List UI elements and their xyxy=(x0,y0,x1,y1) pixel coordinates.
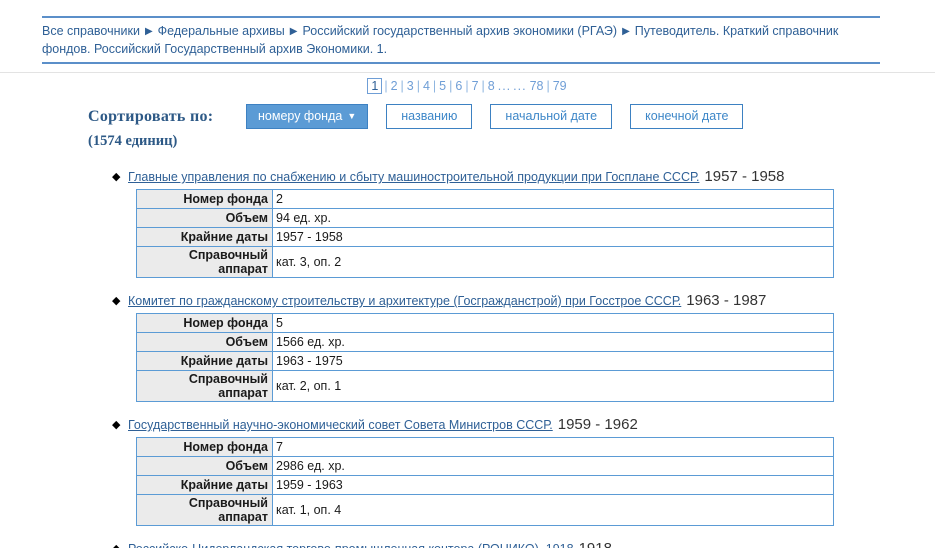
table-row: Объем 1566 ед. хр. xyxy=(136,332,834,352)
sort-button-end-date[interactable]: конечной дате xyxy=(630,104,744,129)
label-volume: Объем xyxy=(136,456,273,476)
fund-date-range: 1959 - 1962 xyxy=(557,416,638,433)
table-row: Крайние даты 1963 - 1975 xyxy=(136,351,834,371)
pagination-ellipsis: ... xyxy=(497,79,512,93)
label-finding-aid: Справочный аппарат xyxy=(136,494,273,526)
pagination-separator: | xyxy=(416,79,420,93)
pagination-separator: | xyxy=(481,79,485,93)
pagination-separator: | xyxy=(432,79,437,93)
pagination-page-1[interactable]: 1 xyxy=(367,78,383,94)
label-extreme-dates: Крайние даты xyxy=(136,351,273,371)
triangle-right-icon: ▶ xyxy=(622,26,630,37)
table-row: Справочный аппарат кат. 1, оп. 4 xyxy=(136,494,834,526)
label-fund-number: Номер фонда xyxy=(136,189,273,209)
fund-details-table: Номер фонда 5 Объем 1566 ед. хр. Крайние… xyxy=(136,313,834,402)
list-item: ◆ Комитет по гражданскому строительству … xyxy=(0,292,935,402)
pagination-separator: | xyxy=(465,79,469,93)
pagination-separator: | xyxy=(384,79,388,93)
breadcrumb-line: Все справочники ▶ Федеральные архивы ▶ Росси… xyxy=(42,23,880,58)
sort-button-start-date[interactable]: начальной дате xyxy=(490,104,613,129)
pagination-ellipsis-2: ... xyxy=(513,79,527,93)
fund-title-link[interactable]: Российско-Нидерландская торгово-промышле… xyxy=(128,542,574,548)
pagination: 1 | 2 | 3 | 4 | 5 | 6 | 7 | 8...... 78 | 79 xyxy=(0,78,935,94)
list-item: ◆ Главные управления по снабжению и сбыт… xyxy=(0,168,935,278)
breadcrumb-item-current: Путеводитель. Краткий справочник фондов.… xyxy=(42,24,839,56)
record-count-label: (1574 единиц) xyxy=(88,133,178,149)
pagination-page-78[interactable]: 78 xyxy=(529,79,544,93)
label-extreme-dates: Крайние даты xyxy=(136,227,273,247)
table-row: Номер фонда 5 xyxy=(136,313,834,333)
fund-title-link[interactable]: Комитет по гражданскому строительству и … xyxy=(128,294,682,308)
pagination-page-3[interactable]: 3 xyxy=(406,79,414,93)
table-row: Справочный аппарат кат. 2, оп. 1 xyxy=(136,370,834,402)
value-finding-aid: кат. 1, оп. 4 xyxy=(272,494,834,526)
list-item: ◆ Российско-Нидерландская торгово-промыш… xyxy=(0,540,935,548)
label-fund-number: Номер фонда xyxy=(136,313,273,333)
table-row: Крайние даты 1959 - 1963 xyxy=(136,475,834,495)
fund-title-link[interactable]: Государственный научно-экономический сов… xyxy=(128,418,553,432)
sort-button-name[interactable]: названию xyxy=(386,104,473,129)
pagination-page-2[interactable]: 2 xyxy=(390,79,398,93)
header-divider xyxy=(0,72,935,73)
table-row: Объем 94 ед. хр. xyxy=(136,208,834,228)
pagination-separator: | xyxy=(400,79,404,93)
breadcrumb: Все справочники ▶ Федеральные архивы ▶ Росси… xyxy=(42,16,880,64)
breadcrumb-item-2[interactable]: Российский государственный архив экономи… xyxy=(302,24,618,38)
chevron-down-icon: ▼ xyxy=(347,111,357,121)
breadcrumb-item-1[interactable]: Федеральные архивы xyxy=(157,24,285,38)
fund-date-range: 1918 xyxy=(579,540,612,548)
breadcrumb-item-0[interactable]: Все справочники xyxy=(42,24,140,38)
sort-button-fund-number-label: номеру фонда xyxy=(258,109,343,123)
value-finding-aid: кат. 3, оп. 2 xyxy=(272,246,834,278)
pagination-page-7[interactable]: 7 xyxy=(471,79,479,93)
value-finding-aid: кат. 2, оп. 1 xyxy=(272,370,834,402)
label-fund-number: Номер фонда xyxy=(136,437,273,457)
fund-date-range: 1963 - 1987 xyxy=(686,292,767,309)
value-fund-number: 7 xyxy=(272,437,834,457)
pagination-page-4[interactable]: 4 xyxy=(422,79,430,93)
pagination-separator: | xyxy=(546,79,550,93)
label-volume: Объем xyxy=(136,208,273,228)
label-finding-aid: Справочный аппарат xyxy=(136,246,273,278)
fund-heading: ◆ Государственный научно-экономический с… xyxy=(112,416,638,433)
value-extreme-dates: 1963 - 1975 xyxy=(272,351,834,371)
label-extreme-dates: Крайние даты xyxy=(136,475,273,495)
value-extreme-dates: 1957 - 1958 xyxy=(272,227,834,247)
triangle-right-icon: ▶ xyxy=(144,26,153,37)
pagination-page-6[interactable]: 6 xyxy=(455,79,463,93)
sort-by-label: Сортировать по: xyxy=(88,108,214,125)
fund-heading: ◆ Главные управления по снабжению и сбыт… xyxy=(112,168,785,185)
list-item: ◆ Государственный научно-экономический с… xyxy=(0,416,935,526)
table-row: Объем 2986 ед. хр. xyxy=(136,456,834,476)
label-finding-aid: Справочный аппарат xyxy=(136,370,273,402)
value-fund-number: 5 xyxy=(272,313,834,333)
pagination-page-5[interactable]: 5 xyxy=(439,79,447,93)
fund-title-link[interactable]: Главные управления по снабжению и сбыту … xyxy=(128,170,700,184)
sort-button-group: номеру фонда ▼ названию начальной дате конеч… xyxy=(246,104,744,129)
table-row: Номер фонда 7 xyxy=(136,437,834,457)
value-volume: 2986 ед. хр. xyxy=(272,456,834,476)
table-row: Номер фонда 2 xyxy=(136,189,834,209)
value-extreme-dates: 1959 - 1963 xyxy=(272,475,834,495)
fund-list: ◆ Главные управления по снабжению и сбыт… xyxy=(0,168,935,548)
value-volume: 94 ед. хр. xyxy=(272,208,834,228)
table-row: Справочный аппарат кат. 3, оп. 2 xyxy=(136,246,834,278)
fund-details-table: Номер фонда 2 Объем 94 ед. хр. Крайние д… xyxy=(136,189,834,278)
fund-date-range: 1957 - 1958 xyxy=(704,168,785,185)
fund-details-table: Номер фонда 7 Объем 2986 ед. хр. Крайние… xyxy=(136,437,834,526)
fund-heading: ◆ Российско-Нидерландская торгово-промыш… xyxy=(0,540,935,548)
label-volume: Объем xyxy=(136,332,273,352)
value-volume: 1566 ед. хр. xyxy=(272,332,834,352)
pagination-separator: | xyxy=(449,79,453,93)
fund-heading: ◆ Комитет по гражданскому строительству … xyxy=(112,292,767,309)
table-row: Крайние даты 1957 - 1958 xyxy=(136,227,834,247)
pagination-page-79[interactable]: 79 xyxy=(552,79,567,93)
sort-button-fund-number[interactable]: номеру фонда ▼ xyxy=(246,104,369,129)
value-fund-number: 2 xyxy=(272,189,834,209)
pagination-page-8[interactable]: 8 xyxy=(487,79,495,93)
triangle-right-icon: ▶ xyxy=(289,26,298,37)
